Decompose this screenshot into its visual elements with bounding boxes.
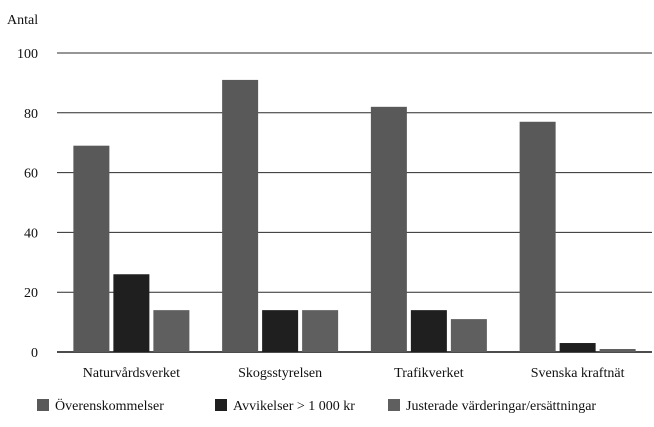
legend-swatch-0: [37, 399, 49, 411]
bar-2-2: [450, 319, 487, 352]
bar-1-2: [302, 310, 339, 352]
x-tick-label-1: Skogsstyrelsen: [238, 366, 322, 381]
grid-lines: [57, 52, 652, 293]
y-axis-title: Antal: [7, 13, 38, 28]
x-tick-label-0: Naturvårdsverket: [83, 366, 180, 381]
y-tick-label-60: 60: [24, 167, 38, 182]
legend-label-1: Avvikelser > 1 000 kr: [233, 399, 355, 414]
x-tick-label-3: Svenska kraftnät: [531, 366, 625, 381]
bar-3-1: [559, 343, 596, 352]
bar-0-2: [153, 310, 190, 352]
y-tick-label-20: 20: [24, 286, 38, 301]
bar-2-0: [370, 106, 407, 352]
legend-label-0: Överenskommelser: [55, 397, 164, 414]
bar-3-0: [519, 121, 556, 353]
tick-labels: Antal 0 20 40 60 80 100 Naturvårdsverket Skogsst…: [7, 13, 625, 381]
bar-1-1: [262, 310, 299, 352]
bar-2-1: [410, 310, 447, 352]
y-tick-label-80: 80: [24, 107, 38, 122]
y-tick-label-0: 0: [31, 346, 38, 361]
legend-label-2: Justerade värderingar/ersättningar: [406, 399, 596, 414]
x-tick-label-2: Trafikverket: [394, 366, 464, 381]
legend: Överenskommelser Avvikelser > 1 000 kr Jus…: [37, 397, 596, 414]
bar-3-2: [599, 349, 636, 352]
bars: [73, 79, 636, 353]
y-tick-label-40: 40: [24, 226, 38, 241]
y-tick-label-100: 100: [17, 47, 38, 62]
bar-0-1: [113, 274, 150, 352]
bar-1-0: [222, 79, 259, 352]
legend-swatch-1: [215, 399, 227, 411]
bar-0-0: [73, 145, 110, 352]
legend-swatch-2: [388, 399, 400, 411]
